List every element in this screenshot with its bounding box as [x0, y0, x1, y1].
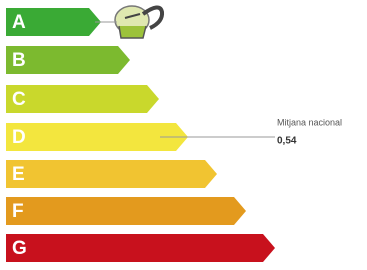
average-label: Mitjana nacional: [277, 117, 342, 127]
class-bar: [6, 160, 217, 188]
class-bar: [6, 234, 275, 262]
class-label: D: [12, 127, 26, 148]
mascot-icon: [115, 6, 162, 38]
average-value: 0,54: [277, 136, 297, 147]
class-bar: [6, 197, 246, 225]
class-bar: [6, 85, 159, 113]
class-label: F: [12, 201, 24, 222]
class-label: B: [12, 50, 26, 71]
energy-label: GFEDCBA Mitjana nacional 0,54: [0, 0, 367, 265]
class-label: C: [12, 89, 26, 110]
class-label: G: [12, 238, 27, 259]
class-label: E: [12, 164, 25, 185]
class-label: A: [12, 12, 26, 33]
